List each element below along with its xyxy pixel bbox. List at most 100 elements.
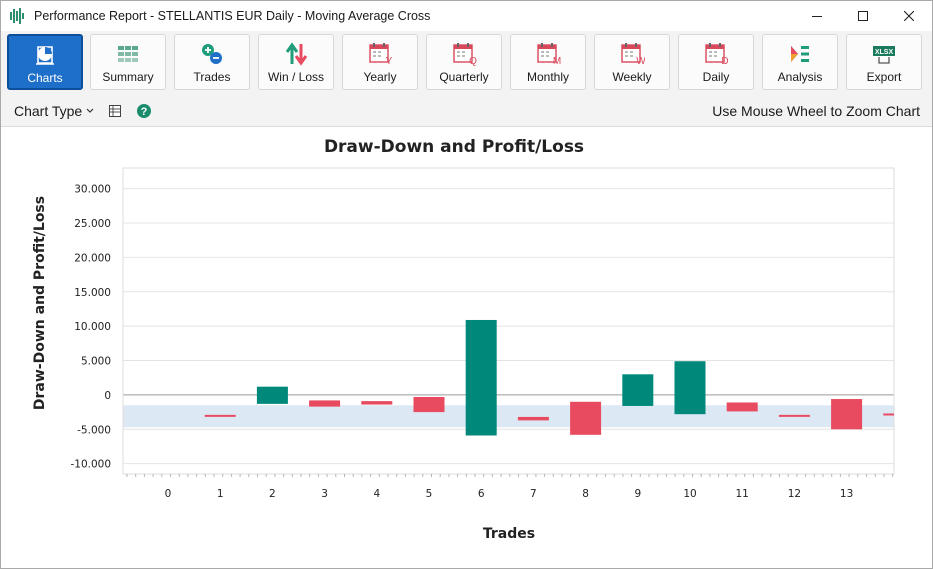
- trade-bar: [726, 402, 758, 412]
- minimize-button[interactable]: [794, 1, 840, 31]
- analysis-icon: [787, 42, 813, 66]
- svg-text:?: ?: [141, 106, 148, 118]
- xlsx-icon: XLSX: [871, 42, 897, 66]
- weekly-button[interactable]: W Weekly: [594, 34, 670, 90]
- calendar-m-icon: M: [535, 42, 561, 66]
- title-bar: Performance Report - STELLANTIS EUR Dail…: [1, 1, 932, 31]
- trade-bar: [883, 413, 894, 416]
- export-button[interactable]: XLSX Export: [846, 34, 922, 90]
- trade-bar: [517, 416, 549, 421]
- export-label: Export: [866, 70, 902, 84]
- trades-label: Trades: [193, 70, 231, 84]
- maximize-icon: [858, 11, 868, 21]
- trade-bar: [674, 361, 706, 415]
- x-axis-label: Trades: [483, 526, 535, 542]
- app-waveform-icon: [10, 8, 24, 24]
- calendar-w-icon: W: [619, 42, 645, 66]
- x-tick-label: 11: [736, 488, 749, 500]
- charts-label: Charts: [27, 71, 63, 85]
- monthly-button[interactable]: M Monthly: [510, 34, 586, 90]
- yearly-button[interactable]: Y Yearly: [342, 34, 418, 90]
- ribbon-toolbar: Charts Summary Trades: [1, 31, 932, 95]
- y-tick-label: -5.000: [77, 424, 111, 436]
- help-icon[interactable]: ?: [136, 103, 152, 119]
- trade-bar: [256, 386, 288, 404]
- trade-bar: [831, 399, 863, 430]
- x-tick-label: 6: [478, 488, 485, 500]
- zoom-hint-text: Use Mouse Wheel to Zoom Chart: [712, 102, 920, 119]
- x-tick-label: 2: [269, 488, 276, 500]
- x-tick-label: 5: [426, 488, 433, 500]
- x-tick-label: 8: [582, 488, 589, 500]
- analysis-button[interactable]: Analysis: [762, 34, 838, 90]
- pie-chart-icon: [32, 43, 58, 67]
- calendar-q-icon: Q: [451, 42, 477, 66]
- x-tick-label: 13: [840, 488, 853, 500]
- plot-area: 30.000 25.000 20.000 15.000 10.000 5.000 0 -5.0…: [70, 167, 895, 500]
- close-button[interactable]: [886, 1, 932, 31]
- window-title: Performance Report - STELLANTIS EUR Dail…: [34, 9, 431, 23]
- x-tick-label: 9: [634, 488, 641, 500]
- maximize-button[interactable]: [840, 1, 886, 31]
- close-icon: [904, 11, 914, 21]
- charts-button[interactable]: Charts: [7, 34, 83, 90]
- x-tick-label: 0: [165, 488, 172, 500]
- summary-label: Summary: [102, 70, 154, 84]
- svg-text:D: D: [721, 56, 728, 66]
- calendar-y-icon: Y: [367, 42, 393, 66]
- trade-bar: [413, 396, 445, 413]
- quarterly-button[interactable]: Q Quarterly: [426, 34, 502, 90]
- grid-icon: [115, 42, 141, 66]
- x-tick-label: 1: [217, 488, 224, 500]
- plus-minus-icon: [199, 42, 225, 66]
- chart-type-dropdown[interactable]: Chart Type: [14, 103, 94, 119]
- trade-bar: [778, 414, 810, 417]
- calendar-d-icon: D: [703, 42, 729, 66]
- y-tick-label: -10.000: [70, 459, 111, 471]
- yearly-label: Yearly: [363, 70, 397, 84]
- svg-text:Y: Y: [386, 56, 393, 66]
- quarterly-label: Quarterly: [439, 70, 489, 84]
- trade-bar: [309, 400, 341, 407]
- chart-type-label: Chart Type: [14, 102, 83, 119]
- trade-bar: [361, 401, 393, 405]
- daily-label: Daily: [702, 70, 730, 84]
- x-tick-label: 10: [683, 488, 696, 500]
- drawdown-band: [123, 405, 894, 428]
- trade-bar: [622, 374, 654, 406]
- drawdown-profit-chart[interactable]: Draw-Down and Profit/Loss Draw-Down and …: [1, 128, 932, 568]
- chart-area[interactable]: Draw-Down and Profit/Loss Draw-Down and …: [1, 128, 932, 568]
- up-down-arrows-icon: [283, 42, 309, 66]
- svg-text:W: W: [636, 56, 645, 66]
- y-tick-label: 0: [104, 390, 111, 402]
- svg-text:M: M: [553, 56, 561, 66]
- win-loss-label: Win / Loss: [267, 70, 324, 84]
- trade-bar: [204, 414, 236, 417]
- svg-text:XLSX: XLSX: [875, 49, 894, 56]
- x-tick-label: 4: [373, 488, 380, 500]
- summary-button[interactable]: Summary: [90, 34, 166, 90]
- x-tick-label: 3: [321, 488, 328, 500]
- chart-options-bar: Chart Type ? Use Mouse Wheel to Zoom Cha…: [1, 95, 932, 127]
- analysis-label: Analysis: [777, 70, 823, 84]
- chart-title: Draw-Down and Profit/Loss: [324, 137, 584, 157]
- data-table-icon[interactable]: [108, 104, 122, 118]
- daily-button[interactable]: D Daily: [678, 34, 754, 90]
- y-axis-label: Draw-Down and Profit/Loss: [32, 196, 48, 410]
- y-tick-label: 15.000: [74, 287, 111, 299]
- trade-bar: [570, 401, 602, 435]
- minimize-icon: [812, 16, 822, 17]
- chevron-down-icon: [86, 108, 94, 113]
- y-tick-label: 10.000: [74, 321, 111, 333]
- plot-border: [122, 167, 895, 475]
- x-tick-label: 12: [788, 488, 801, 500]
- trade-bar: [465, 319, 497, 436]
- win-loss-button[interactable]: Win / Loss: [258, 34, 334, 90]
- trades-button[interactable]: Trades: [174, 34, 250, 90]
- y-tick-label: 30.000: [74, 184, 111, 196]
- weekly-label: Weekly: [612, 70, 652, 84]
- y-tick-label: 5.000: [81, 356, 111, 368]
- monthly-label: Monthly: [526, 70, 570, 84]
- y-tick-label: 25.000: [74, 218, 111, 230]
